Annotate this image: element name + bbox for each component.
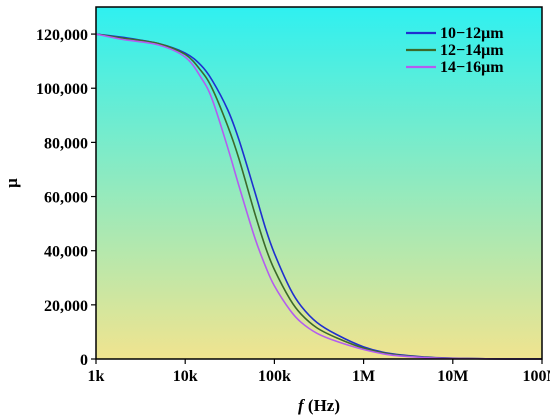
y-tick-label: 120,000 [36,27,88,44]
x-tick-label: 10k [173,368,198,385]
x-tick-label: 1M [352,368,375,385]
legend-label-1: 10−12μm [440,25,504,42]
y-axis-title: μ [2,178,21,188]
y-axis: 0 20,000 40,000 60,000 80,000 100,000 120,000 [36,27,96,369]
y-tick-label: 60,000 [44,190,88,207]
y-tick-label: 20,000 [44,298,88,315]
y-tick-label: 0 [80,352,88,369]
x-tick-label: 10M [437,368,468,385]
x-tick-label: 100M [522,368,550,385]
legend-label-2: 12−14μm [440,42,504,59]
y-tick-label: 80,000 [44,135,88,152]
series-line-3 [95,33,543,360]
x-axis-title: f (Hz) [298,396,340,415]
x-axis-title-italic: f [298,396,306,415]
x-tick-label: 100k [258,368,291,385]
x-tick-label: 1k [88,368,105,385]
x-axis-title-unit: (Hz) [304,396,340,415]
series-group [95,33,543,360]
plot-frame [95,6,543,360]
plot-background [96,7,542,359]
x-axis: 1k 10k 100k 1M 10M 100M [88,359,550,385]
y-tick-label: 40,000 [44,244,88,261]
y-tick-label: 100,000 [36,81,88,98]
legend-label-3: 14−16μm [440,59,504,76]
